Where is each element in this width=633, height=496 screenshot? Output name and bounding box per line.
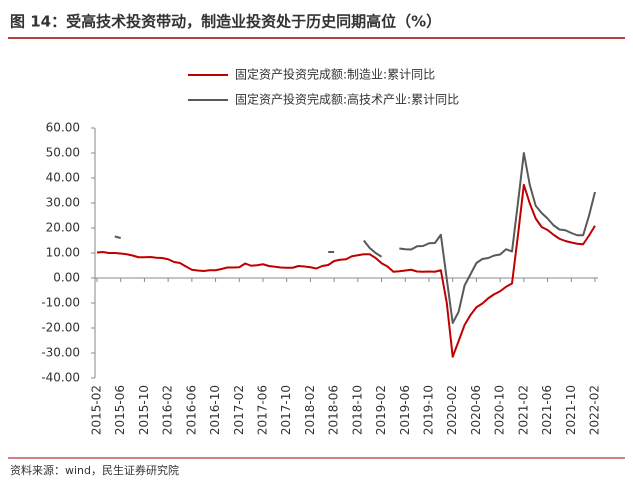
x-tick-label: 2022-02 (588, 385, 602, 435)
legend-label: 固定资产投资完成额:制造业:累计同比 (235, 67, 435, 82)
x-tick-label: 2018-02 (303, 385, 317, 435)
x-tick-label: 2015-02 (90, 385, 104, 435)
x-tick-label: 2019-02 (374, 385, 388, 435)
y-tick-label: 10.00 (46, 246, 80, 260)
chart-title: 图 14：受高技术投资带动，制造业投资处于历史同期高位（%） (10, 13, 441, 31)
x-tick-label: 2016-10 (208, 385, 222, 435)
x-tick-label: 2016-06 (184, 385, 198, 435)
y-tick-label: 50.00 (46, 146, 80, 160)
x-tick-label: 2018-10 (350, 385, 364, 435)
x-tick-label: 2018-06 (327, 385, 341, 435)
y-tick-label: 20.00 (46, 221, 80, 235)
line (114, 152, 596, 324)
x-tick-label: 2021-02 (516, 385, 530, 435)
x-tick-label: 2015-10 (137, 385, 151, 435)
x-tick-label: 2020-06 (469, 385, 483, 435)
y-tick-label: -20.00 (41, 321, 80, 335)
y-tick-label: -40.00 (41, 371, 80, 385)
y-tick-label: -10.00 (41, 296, 80, 310)
source: 资料来源：wind，民生证券研究院 (10, 463, 179, 477)
x-tick-label: 2016-02 (161, 385, 175, 435)
x-tick-label: 2020-02 (445, 385, 459, 435)
x-tick-label: 2017-06 (256, 385, 270, 435)
x-tick-label: 2017-02 (232, 385, 246, 435)
x-tick-label: 2019-10 (422, 385, 436, 435)
x-tick-label: 2021-10 (564, 385, 578, 435)
y-tick-label: -30.00 (41, 346, 80, 360)
x-tick-label: 2017-10 (279, 385, 293, 435)
line (96, 183, 596, 358)
x-tick-label: 2021-06 (540, 385, 554, 435)
y-tick-label: 30.00 (46, 196, 80, 210)
y-tick-label: 60.00 (46, 121, 80, 135)
y-tick-label: 40.00 (46, 171, 80, 185)
y-tick-label: 0.00 (53, 271, 80, 285)
x-tick-label: 2015-06 (113, 385, 127, 435)
x-tick-label: 2020-10 (493, 385, 507, 435)
x-tick-label: 2019-06 (398, 385, 412, 435)
legend-label: 固定资产投资完成额:高技术产业:累计同比 (235, 92, 459, 107)
